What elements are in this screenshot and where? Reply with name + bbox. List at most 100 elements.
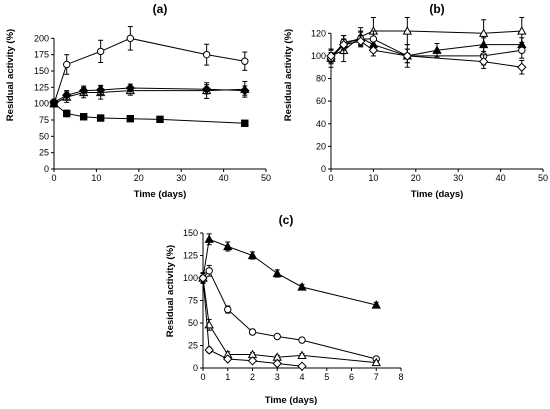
- panel-b-y-tick-label: 100: [311, 51, 326, 61]
- panel-b-series-3-point: [518, 46, 526, 54]
- panel-c-label: (c): [279, 213, 294, 227]
- panel-c-series-4-point: [204, 345, 214, 355]
- panel-b-plot: 0 10 20 30 40 50 0 20 40 60 80 100 120: [311, 16, 548, 183]
- panel-b-y-tick-label: 0: [321, 164, 326, 174]
- panel-c-x-tick-label: 0: [200, 372, 205, 382]
- panel-a-y-tick-label: 50: [39, 131, 49, 141]
- panel-a-series-1-point: [241, 57, 249, 65]
- panel-b-series-2: [326, 30, 527, 68]
- panel-a-series-3-point: [201, 84, 212, 95]
- panel-c-series-3-line: [202, 277, 377, 364]
- panel-a-series-4-point: [79, 113, 88, 121]
- panel-c-y-tick-label: 0: [193, 363, 198, 373]
- panel-c-series-4-point: [198, 273, 208, 283]
- panel-c-series-2-point: [205, 267, 213, 275]
- panel-b-series-4: [326, 35, 527, 75]
- panel-a-series-3-point: [95, 85, 106, 95]
- panel-a-plot: 0 10 20 30 40 50 0 25 50 75 100 125 150 175 200: [34, 26, 271, 183]
- panel-a-series-3-point: [78, 85, 89, 96]
- panel-b-series-4-point: [339, 39, 349, 50]
- panel-c-series-2-point: [248, 328, 257, 336]
- panel-c-series-2-point: [273, 332, 281, 341]
- panel-a-series-1-point: [126, 34, 135, 43]
- panel-c-y-tick-label: 75: [188, 296, 198, 306]
- panel-a-y-tick-label: 150: [34, 66, 49, 76]
- panel-c-series-4-point: [247, 356, 258, 366]
- panel-b-series-4-point: [326, 51, 336, 61]
- panel-b-series-4-point: [368, 45, 379, 55]
- panel-c-series-4-point: [223, 354, 233, 364]
- panel-b-y-tick-label: 120: [311, 28, 326, 38]
- panel-b-series-1-point: [402, 26, 413, 35]
- panel-a-series-2: [49, 80, 250, 108]
- panel-a-series-4-point: [96, 114, 105, 122]
- panel-c-plot: 0 1 2 3 4 5 6 7 8 0 25 50 75 100 125 150: [183, 228, 404, 382]
- panel-a-y-tick-label: 125: [34, 82, 49, 92]
- panel-c-x-tick-label: 1: [225, 372, 230, 382]
- panel-a-x-tick-label: 30: [176, 173, 186, 183]
- panel-c-x-tick-label: 5: [324, 372, 329, 382]
- panel-a-y-tick-label: 0: [44, 164, 49, 174]
- panel-a-ylabel: Residual activity (%): [5, 29, 16, 121]
- panel-a-x-tick-label: 10: [91, 173, 101, 183]
- panel-c-x-tick-label: 6: [349, 372, 354, 382]
- panel-c-series-3-point: [297, 350, 307, 359]
- panel-a-series-1-point: [202, 50, 211, 59]
- panel-a-y-tick-label: 25: [39, 148, 49, 158]
- panel-b-label: (b): [429, 2, 444, 16]
- panel-a-series-3-point: [240, 85, 250, 96]
- panel-b-series-3: [327, 30, 526, 68]
- panel-a-x-tick-label: 20: [134, 173, 144, 183]
- panel-c-series-2-line: [202, 269, 377, 360]
- panel-c-series-2-point: [298, 336, 306, 344]
- panel-c-xlabel: Time (days): [265, 395, 318, 406]
- panel-a-y-tick-label: 175: [34, 50, 49, 60]
- panel-c-y-tick-label: 50: [188, 318, 198, 328]
- panel-b-x-tick-label: 30: [453, 173, 463, 183]
- panel-a-series-4-point: [50, 99, 58, 108]
- panel-b-xlabel: Time (days): [411, 189, 464, 200]
- panel-c-y-tick-label: 25: [188, 341, 198, 351]
- panel-c-y-tick-label: 100: [183, 273, 198, 283]
- panel-a-y-tick-label: 100: [34, 99, 49, 109]
- panel-c-series-3: [198, 272, 381, 367]
- panel-b-y-tick-label: 20: [316, 141, 326, 151]
- panel-c-x-tick-label: 8: [398, 372, 403, 382]
- panel-b-y-tick-label: 40: [316, 119, 326, 129]
- panel-b-x-tick-label: 10: [368, 173, 378, 183]
- panel-a-y-tick-label: 200: [34, 33, 49, 43]
- panel-b-x-tick-label: 50: [538, 173, 548, 183]
- panel-c-series-1-point: [223, 241, 233, 251]
- panel-c-series-4: [198, 273, 307, 371]
- panel-c-series-2-point: [224, 305, 232, 314]
- panel-c-x-tick-label: 3: [275, 372, 280, 382]
- panel-a-x-tick-label: 0: [51, 173, 56, 183]
- panel-b: (b) Residual activity (%) Time (days) 0 1…: [283, 2, 548, 200]
- panel-a-series-4-point: [241, 119, 249, 127]
- panel-b-series-4-point: [478, 56, 489, 67]
- panel-a-series-1-point: [96, 47, 105, 56]
- panel-c-series-4-point: [297, 361, 307, 371]
- panel-c-series-1-point: [247, 250, 258, 260]
- panel-a-series-3-point: [125, 83, 136, 93]
- panel-a-series-3: [49, 83, 250, 108]
- panel-b-series-2-point: [432, 45, 442, 54]
- panel-c-series-1: [198, 233, 381, 309]
- panel-a-series-1-line: [53, 37, 245, 104]
- panel-a-series-1-point: [63, 60, 71, 69]
- panel-a-label: (a): [153, 2, 168, 16]
- panel-a: (a) Residual activity (%) Time (days) 0 1…: [5, 2, 271, 200]
- panel-c-ylabel: Residual activity (%): [165, 245, 176, 337]
- panel-a-series-3-point: [62, 90, 72, 100]
- panel-b-y-tick-label: 80: [316, 74, 326, 84]
- panel-b-ylabel: Residual activity (%): [283, 29, 294, 121]
- panel-b-x-tick-label: 20: [411, 173, 421, 183]
- panel-a-y-tick-label: 75: [39, 115, 49, 125]
- panel-b-x-tick-label: 40: [496, 173, 506, 183]
- panel-b-series-4-point: [355, 36, 366, 46]
- panel-c-series-1-point: [371, 300, 381, 309]
- panel-a-series-4: [50, 99, 249, 127]
- panel-c-series-4-point: [272, 358, 282, 369]
- panel-a-series-4-point: [126, 114, 135, 123]
